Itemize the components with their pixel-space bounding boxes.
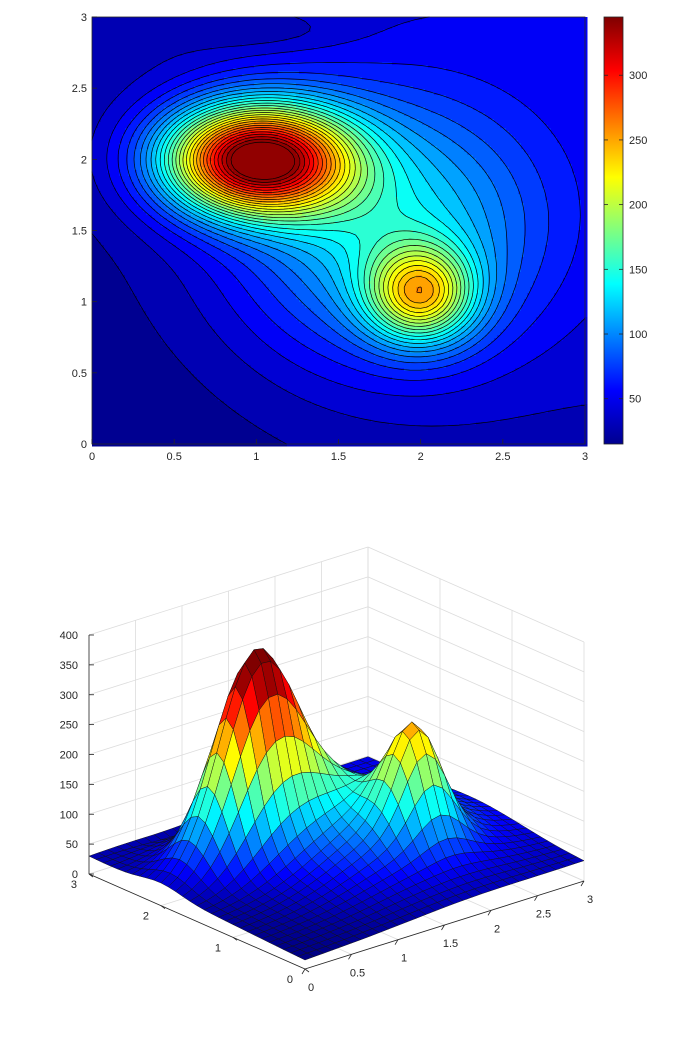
- surface-z-tick-label: 250: [60, 720, 78, 732]
- colorbar: 50 100 150 200 250 300: [604, 17, 647, 444]
- colorbar-gradient: [604, 17, 623, 444]
- contour-y-tick-label: 3: [81, 12, 87, 24]
- surface-z-tick-label: 150: [60, 779, 78, 791]
- surface-chart: 05010015020025030035040000.511.522.53012…: [60, 547, 593, 994]
- surface-grid-line: [368, 637, 584, 732]
- surface-x-tick-label: 2: [494, 923, 500, 935]
- contour-y-tick-label: 0: [81, 439, 87, 451]
- colorbar-tick-label: 150: [629, 264, 647, 276]
- surface-x-tick-label: 3: [587, 894, 593, 906]
- contour-y-tick-label: 1.5: [72, 226, 87, 238]
- surface-y-tick-label: 0: [287, 974, 293, 986]
- surface-grid-line: [368, 607, 584, 702]
- surface-z-tick-label: 400: [60, 630, 78, 642]
- contour-chart: 0 0.5 1 1.5 2 2.5 3 0 0.5 1 1.5 2 2.5 3: [72, 12, 588, 463]
- contour-x-tick-label: 2: [418, 451, 424, 463]
- contour-x-tick-label: 1: [253, 451, 259, 463]
- surface-x-tick-label: 1: [401, 953, 407, 965]
- contour-x-tick-label: 0: [89, 451, 95, 463]
- contour-x-tick-label: 2.5: [495, 451, 510, 463]
- surface-z-tick-label: 350: [60, 660, 78, 672]
- contour-x-tick-label: 3: [582, 451, 588, 463]
- contour-x-tick-label: 1.5: [331, 451, 346, 463]
- colorbar-tick-label: 250: [629, 135, 647, 147]
- surface-z-tick-label: 100: [60, 809, 78, 821]
- surface-y-tick-label: 3: [71, 879, 77, 891]
- surface-y-tick: [305, 969, 309, 972]
- contour-y-tick-label: 2.5: [72, 83, 87, 95]
- colorbar-tick-label: 200: [629, 200, 647, 212]
- contour-y-tick-label: 0.5: [72, 368, 87, 380]
- surface-mesh: [89, 649, 584, 961]
- surface-z-tick-label: 200: [60, 750, 78, 762]
- surface-x-tick-label: 1.5: [443, 938, 458, 950]
- surface-grid-line: [368, 547, 584, 642]
- surface-grid-line: [368, 577, 584, 672]
- colorbar-tick-label: 50: [629, 394, 641, 406]
- colorbar-tick-label: 300: [629, 70, 647, 82]
- colorbar-tick-label: 100: [629, 329, 647, 341]
- contour-x-tick-label: 0.5: [167, 451, 182, 463]
- contour-y-tick-label: 2: [81, 154, 87, 166]
- surface-x-tick-label: 2.5: [536, 909, 551, 921]
- surface-x-tick-label: 0: [308, 982, 314, 994]
- surface-z-tick-label: 50: [66, 839, 78, 851]
- surface-z-tick-label: 300: [60, 690, 78, 702]
- surface-y-tick-label: 2: [143, 911, 149, 923]
- surface-x-tick: [302, 969, 305, 974]
- surface-x-tick-label: 0.5: [350, 967, 365, 979]
- contour-y-tick-label: 1: [81, 297, 87, 309]
- surface-y-tick-label: 1: [215, 942, 221, 954]
